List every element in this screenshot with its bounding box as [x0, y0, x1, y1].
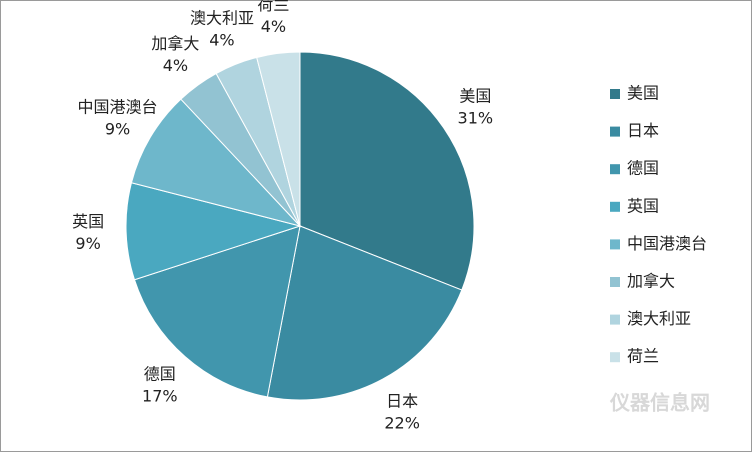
legend-swatch [610, 89, 620, 99]
slice-label-name: 日本 [386, 391, 418, 410]
pie-slice [130, 98, 302, 227]
legend-swatch [610, 352, 620, 363]
legend-label: 加拿大 [627, 272, 675, 291]
slice-label-name: 英国 [72, 212, 104, 231]
legend-label: 荷兰 [627, 347, 659, 366]
slice-label-value: 31% [458, 108, 494, 127]
watermark: 仪器信息网 [609, 391, 710, 415]
legend-label: 德国 [627, 159, 659, 178]
slice-label-name: 澳大利亚 [190, 8, 254, 27]
legend-label: 中国港澳台 [627, 234, 707, 253]
slice-label-value: 9% [105, 120, 130, 139]
slice-label-value: 4% [261, 17, 286, 36]
legend-swatch [610, 277, 620, 287]
pie-slice [125, 182, 302, 281]
slice-label-value: 4% [209, 30, 234, 49]
slice-label-name: 德国 [144, 365, 176, 384]
slice-label-value: 9% [75, 234, 100, 253]
slice-label-value: 22% [384, 413, 420, 432]
legend-swatch [610, 164, 620, 175]
slice-label-name: 中国港澳台 [78, 98, 158, 117]
pie-slice [266, 225, 463, 401]
legend-swatch [610, 239, 620, 250]
slice-label-name: 荷兰 [257, 0, 289, 14]
legend-label: 英国 [627, 196, 659, 215]
slice-label-value: 4% [163, 56, 188, 75]
legend-swatch [610, 126, 620, 137]
slice-label-name: 美国 [459, 86, 491, 105]
pie-slice [256, 51, 301, 227]
legend-swatch [610, 201, 620, 212]
pie-slice [133, 225, 301, 398]
legend-label: 美国 [627, 84, 659, 103]
slice-label-name: 加拿大 [151, 34, 199, 53]
legend-label: 日本 [627, 121, 659, 140]
pie-slice [299, 51, 475, 291]
legend-swatch [610, 314, 620, 325]
legend-label: 澳大利亚 [627, 309, 691, 328]
slice-label-value: 17% [142, 387, 178, 406]
